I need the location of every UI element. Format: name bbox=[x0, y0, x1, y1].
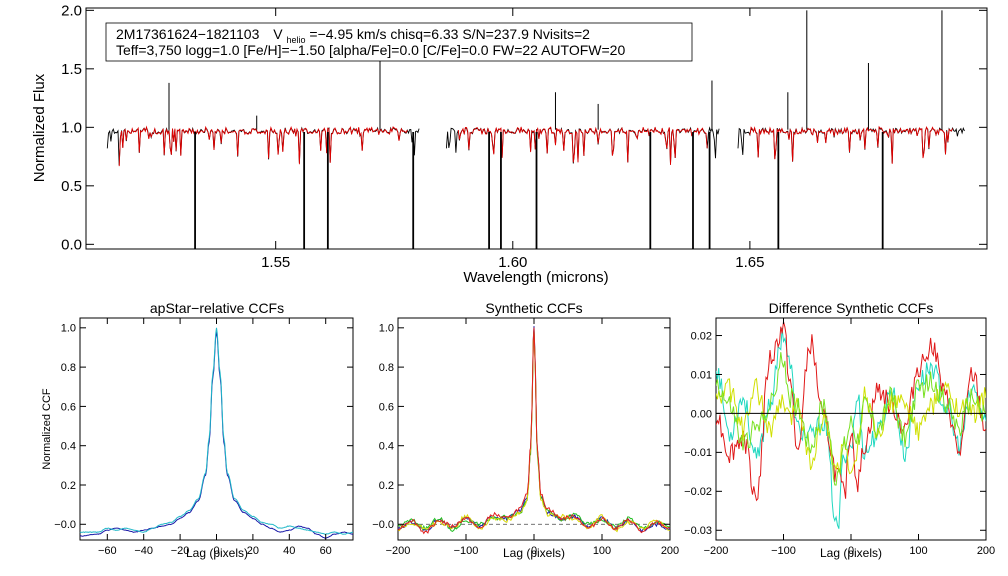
spectrum-annotation: 2M17361624−1821103 V helio =−4.95 km/s c… bbox=[105, 22, 693, 62]
apstar-y-tick-label: 0.6 bbox=[61, 401, 76, 413]
synthetic-series-group bbox=[397, 326, 671, 535]
synthetic-x-tick-label: 100 bbox=[593, 545, 611, 557]
spectrum-y-tick-label: 1.5 bbox=[61, 61, 82, 78]
apstar-y-label: Normalized CCF bbox=[41, 388, 53, 470]
synthetic-x-label: Lag (pixels) bbox=[503, 546, 565, 560]
difference-ccf-panel: Difference Synthetic CCFs −200 −100 0 100 20… bbox=[684, 300, 995, 560]
synthetic-axes: −200 −100 0 100 200 −0.0 0.2 0.4 0.6 0.8 1.0 bbox=[372, 318, 679, 557]
synthetic-ccf-title: Synthetic CCFs bbox=[485, 300, 582, 316]
synthetic-y-tick-label: 0.2 bbox=[379, 480, 394, 492]
apstar-y-tick-label: 1.0 bbox=[61, 323, 76, 335]
difference-ccf-line-2 bbox=[716, 321, 986, 502]
annotation-v-label: V bbox=[273, 26, 283, 42]
spectrum-x-tick-label: 1.65 bbox=[735, 254, 764, 271]
synthetic-ccf-panel: Synthetic CCFs −200 −100 0 100 200 −0.0 0.2 0.4… bbox=[372, 300, 679, 560]
annotation-line-2: Teff=3,750 logg=1.0 [Fe/H]=−1.50 [alpha/… bbox=[116, 42, 625, 58]
spectrum-y-tick-label: 0.5 bbox=[61, 178, 82, 195]
synthetic-ccf-line-4 bbox=[397, 327, 671, 535]
difference-ccf-line-4 bbox=[716, 352, 986, 486]
apstar-x-tick-label: 40 bbox=[283, 545, 295, 557]
synthetic-ccf-line-2 bbox=[397, 329, 671, 533]
spectrum-x-label: Wavelength (microns) bbox=[463, 269, 608, 286]
synthetic-y-tick-label: 1.0 bbox=[379, 323, 394, 335]
difference-axes: −200 −100 0 100 200 −0.03 −0.02 −0.01 0.00 0.01 0.… bbox=[684, 318, 995, 557]
apstar-x-tick-label: 60 bbox=[320, 545, 332, 557]
model-spectrum-chip-1 bbox=[118, 125, 408, 167]
synthetic-y-tick-label: 0.8 bbox=[379, 362, 394, 374]
annotation-box bbox=[105, 22, 693, 62]
synthetic-x-tick-label: −200 bbox=[386, 545, 411, 557]
synthetic-x-tick-label: −100 bbox=[454, 545, 479, 557]
synthetic-x-tick-label: 200 bbox=[661, 545, 679, 557]
apstar-ccf-panel: apStar−relative CCFs −60 −40 −20 0 20 40 60 −0.… bbox=[41, 300, 354, 560]
spectrum-y-tick-label: 1.0 bbox=[61, 120, 82, 137]
observed-spectrum-chip-3 bbox=[737, 126, 965, 163]
spectrum-panel: 1.55 1.60 1.65 0.0 0.5 1.0 1.5 2.0 2M17361624−1… bbox=[31, 3, 988, 286]
difference-plot-frame bbox=[715, 317, 987, 541]
difference-x-tick-label: −100 bbox=[771, 545, 796, 557]
difference-series-group bbox=[716, 321, 986, 529]
observed-spectrum-chip-1 bbox=[106, 126, 420, 166]
apstar-axes: −60 −40 −20 0 20 40 60 −0.0 0.2 0.4 0.6 0.8 1.0 bbox=[54, 318, 353, 557]
annotation-star-id: 2M17361624−1821103 bbox=[116, 26, 260, 42]
synthetic-ccf-line-3 bbox=[397, 331, 671, 533]
apstar-y-tick-label: −0.0 bbox=[54, 519, 76, 531]
synthetic-x-tick-label: 0 bbox=[531, 545, 537, 557]
spectrum-x-tick-label: 1.55 bbox=[261, 254, 290, 271]
annotation-line-1-rest: =−4.95 km/s chisq=6.33 S/N=237.9 Nvisits… bbox=[309, 26, 590, 42]
model-spectrum-chip-2 bbox=[457, 126, 708, 165]
apstar-x-label: Lag (pixels) bbox=[186, 546, 248, 560]
annotation-line-1: 2M17361624−1821103 V helio =−4.95 km/s c… bbox=[116, 26, 590, 46]
difference-y-tick-label: 0.02 bbox=[691, 330, 712, 342]
difference-x-label: Lag (pixels) bbox=[820, 546, 882, 560]
synthetic-ccf-line-1 bbox=[397, 326, 671, 533]
apstar-y-tick-label: 0.4 bbox=[61, 441, 76, 453]
spectrum-y-label: Normalized Flux bbox=[31, 73, 48, 182]
difference-ccf-line-1 bbox=[716, 327, 986, 529]
difference-y-tick-label: −0.01 bbox=[684, 447, 712, 459]
synthetic-plot-frame bbox=[397, 317, 671, 541]
apstar-ccf-line-2 bbox=[79, 327, 354, 535]
apstar-x-tick-label: −40 bbox=[134, 545, 153, 557]
difference-ccf-title: Difference Synthetic CCFs bbox=[769, 300, 934, 316]
difference-x-tick-label: −200 bbox=[704, 545, 729, 557]
model-spectrum-chip-3 bbox=[749, 125, 954, 164]
apstar-y-tick-label: 0.2 bbox=[61, 480, 76, 492]
apstar-x-tick-label: −60 bbox=[98, 545, 117, 557]
difference-y-tick-label: 0.00 bbox=[691, 408, 712, 420]
difference-y-tick-label: −0.02 bbox=[684, 486, 712, 498]
apstar-x-tick-label: 20 bbox=[247, 545, 259, 557]
synthetic-y-tick-label: 0.4 bbox=[379, 441, 394, 453]
annotation-v-subscript: helio bbox=[287, 35, 306, 45]
difference-y-tick-label: −0.03 bbox=[684, 525, 712, 537]
synthetic-y-tick-label: 0.6 bbox=[379, 401, 394, 413]
apstar-plot-frame bbox=[79, 317, 354, 541]
synthetic-y-tick-label: −0.0 bbox=[372, 519, 394, 531]
spectrum-x-tick-label: 1.60 bbox=[498, 254, 527, 271]
difference-x-tick-label: 100 bbox=[909, 545, 927, 557]
spectrum-y-tick-label: 0.0 bbox=[61, 237, 82, 254]
spectrum-axes: 1.55 1.60 1.65 0.0 0.5 1.0 1.5 2.0 bbox=[61, 3, 987, 271]
apstar-y-tick-label: 0.8 bbox=[61, 362, 76, 374]
spectrum-y-tick-label: 2.0 bbox=[61, 3, 82, 20]
difference-y-tick-label: 0.01 bbox=[691, 369, 712, 381]
difference-clip-group bbox=[716, 321, 986, 529]
spectrum-clip-group bbox=[106, 10, 965, 249]
difference-x-tick-label: 200 bbox=[977, 545, 995, 557]
spectrum-series-group bbox=[106, 10, 965, 249]
apstar-x-tick-label: −20 bbox=[171, 545, 190, 557]
apstar-ccf-line-1 bbox=[79, 331, 354, 539]
apstar-x-tick-label: 0 bbox=[213, 545, 219, 557]
apstar-series-group bbox=[79, 327, 354, 539]
difference-x-tick-label: 0 bbox=[848, 545, 854, 557]
apstar-ccf-title: apStar−relative CCFs bbox=[150, 300, 284, 316]
